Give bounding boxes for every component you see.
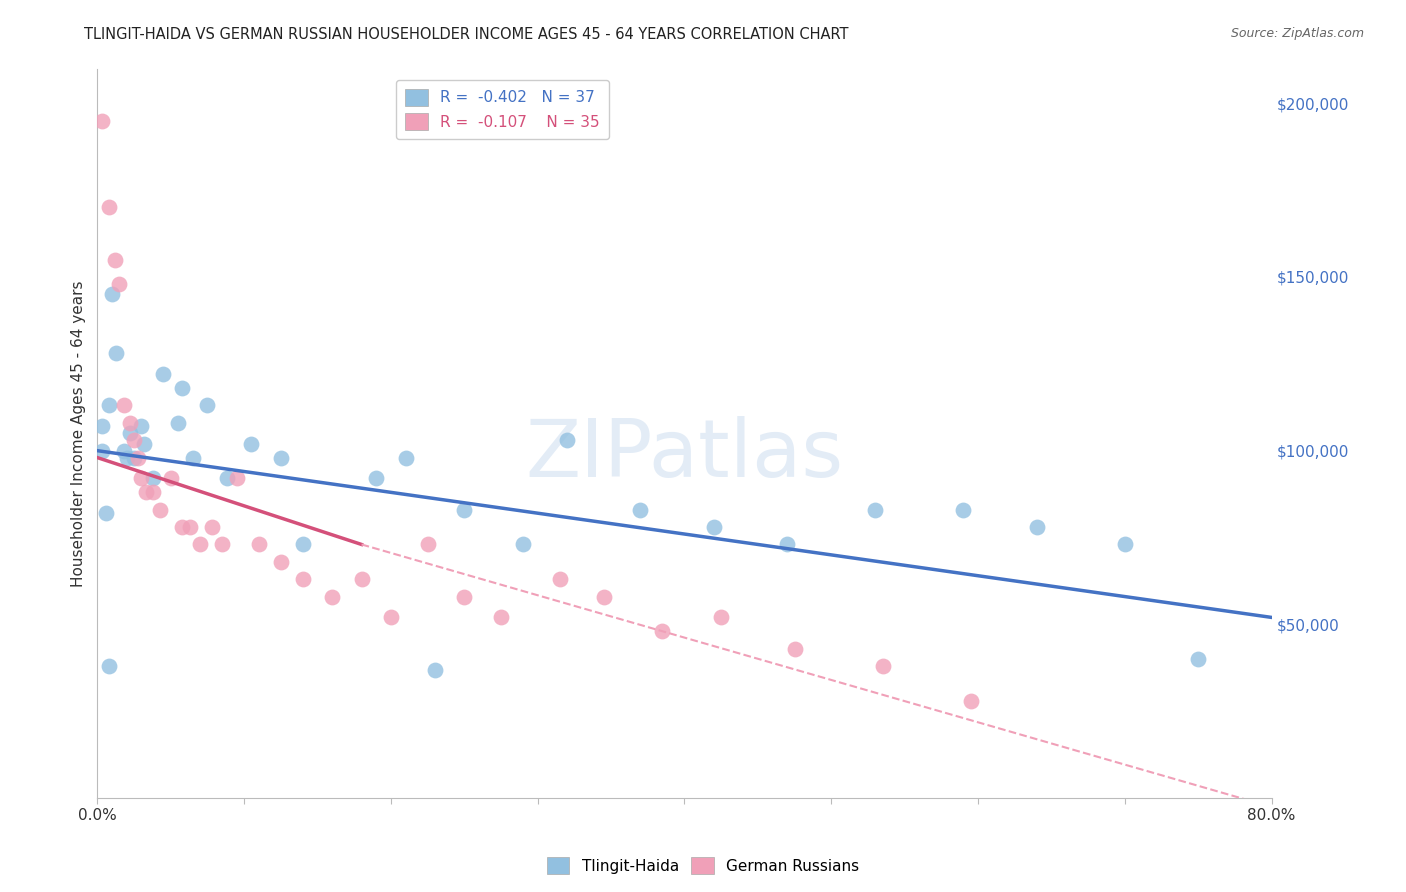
Point: [122, 450, 145, 465]
Point: [291, 572, 314, 586]
Point: [96, 506, 118, 520]
Point: [172, 520, 194, 534]
Point: [366, 471, 388, 485]
Point: [90, 443, 112, 458]
Point: [122, 434, 145, 448]
Point: [270, 450, 292, 465]
Point: [489, 610, 512, 624]
Point: [98, 659, 121, 673]
Point: [188, 537, 211, 551]
Legend: R =  -0.402   N = 37, R =  -0.107    N = 35: R = -0.402 N = 37, R = -0.107 N = 35: [396, 79, 609, 139]
Point: [240, 436, 263, 450]
Point: [142, 471, 165, 485]
Point: [555, 434, 578, 448]
Point: [952, 502, 974, 516]
Point: [783, 641, 806, 656]
Point: [131, 471, 153, 485]
Point: [270, 555, 292, 569]
Point: [104, 252, 127, 267]
Legend: Tlingit-Haida, German Russians: Tlingit-Haida, German Russians: [540, 851, 866, 880]
Point: [225, 471, 247, 485]
Point: [703, 520, 725, 534]
Point: [135, 485, 157, 500]
Point: [152, 368, 174, 382]
Y-axis label: Householder Income Ages 45 - 64 years: Householder Income Ages 45 - 64 years: [72, 280, 86, 587]
Point: [1025, 520, 1047, 534]
Point: [142, 485, 165, 500]
Point: [651, 624, 673, 639]
Point: [247, 537, 270, 551]
Point: [149, 502, 172, 516]
Point: [105, 346, 128, 360]
Text: TLINGIT-HAIDA VS GERMAN RUSSIAN HOUSEHOLDER INCOME AGES 45 - 64 YEARS CORRELATIO: TLINGIT-HAIDA VS GERMAN RUSSIAN HOUSEHOL…: [84, 27, 849, 42]
Point: [159, 471, 181, 485]
Point: [630, 502, 652, 516]
Point: [512, 537, 534, 551]
Point: [181, 450, 204, 465]
Point: [453, 590, 475, 604]
Point: [98, 201, 121, 215]
Point: [118, 416, 141, 430]
Point: [423, 663, 446, 677]
Point: [321, 590, 343, 604]
Point: [1187, 652, 1209, 666]
Point: [112, 399, 135, 413]
Point: [959, 694, 981, 708]
Point: [211, 537, 233, 551]
Point: [548, 572, 571, 586]
Point: [98, 399, 121, 413]
Point: [112, 443, 135, 458]
Point: [197, 399, 219, 413]
Point: [115, 450, 138, 465]
Point: [134, 436, 156, 450]
Point: [350, 572, 373, 586]
Point: [90, 419, 112, 434]
Point: [108, 277, 131, 291]
Point: [118, 426, 141, 441]
Point: [380, 610, 402, 624]
Point: [127, 450, 149, 465]
Point: [1114, 537, 1136, 551]
Point: [131, 419, 153, 434]
Point: [416, 537, 439, 551]
Point: [291, 537, 314, 551]
Text: ZIPatlas: ZIPatlas: [526, 417, 844, 494]
Point: [865, 502, 887, 516]
Point: [394, 450, 416, 465]
Point: [101, 287, 124, 301]
Text: Source: ZipAtlas.com: Source: ZipAtlas.com: [1230, 27, 1364, 40]
Point: [167, 416, 190, 430]
Point: [201, 520, 224, 534]
Point: [90, 113, 112, 128]
Point: [776, 537, 799, 551]
Point: [710, 610, 733, 624]
Point: [592, 590, 614, 604]
Point: [215, 471, 238, 485]
Point: [872, 659, 894, 673]
Point: [179, 520, 201, 534]
Point: [453, 502, 475, 516]
Point: [172, 381, 194, 395]
